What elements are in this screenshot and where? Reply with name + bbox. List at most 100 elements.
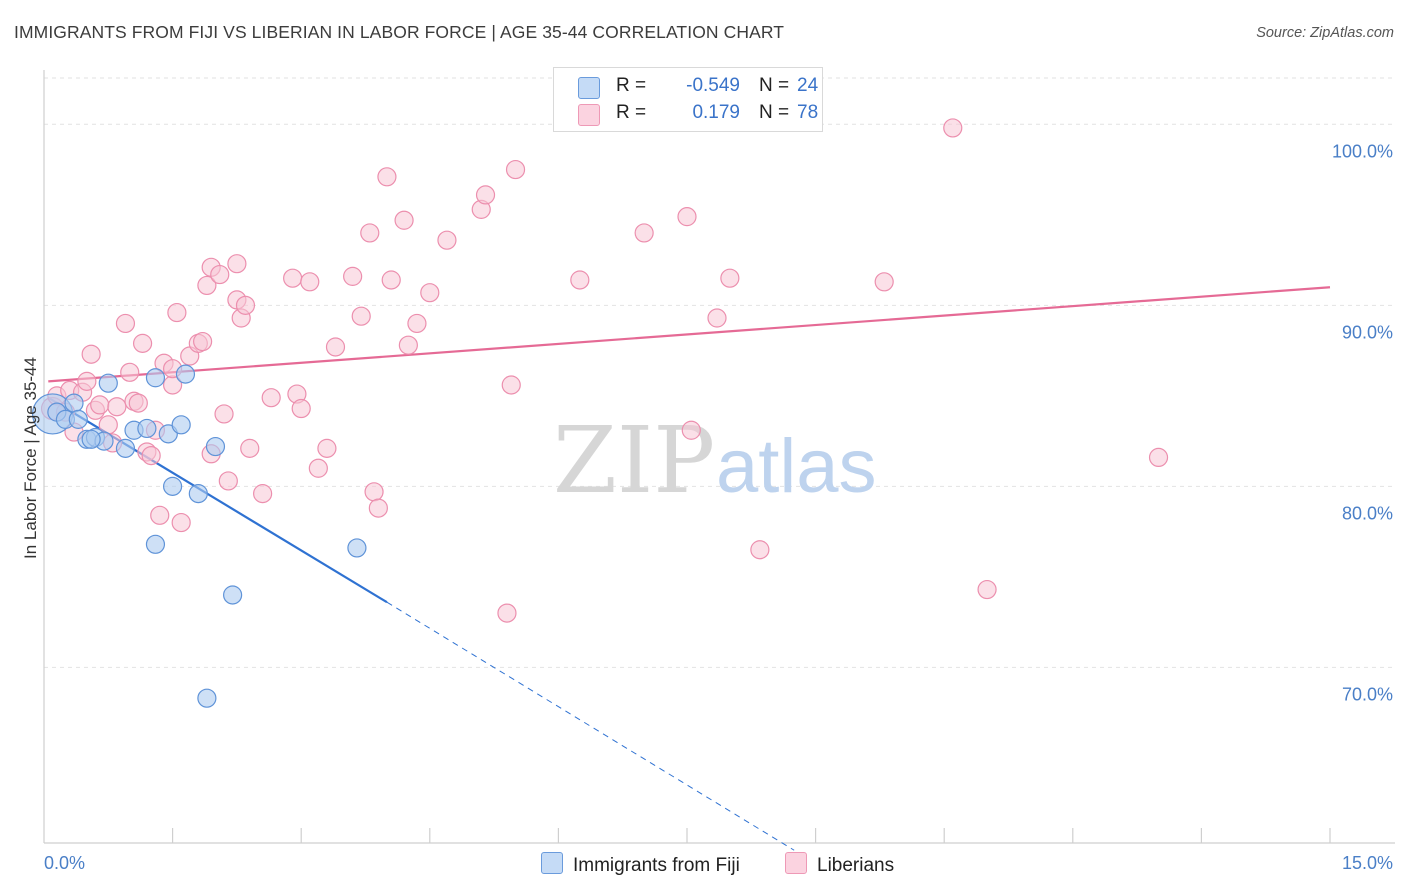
- liberians-point: [261, 388, 281, 408]
- fiji-point: [64, 393, 84, 413]
- fiji-point: [115, 438, 136, 458]
- liberians-point: [634, 223, 654, 243]
- liberians-point: [193, 331, 213, 352]
- fiji-n-value: 24: [797, 75, 819, 96]
- liberians-point: [90, 395, 110, 415]
- liberians-point: [343, 266, 363, 286]
- fiji-point: [188, 484, 208, 504]
- legend-liberians-label: Liberians: [817, 855, 895, 876]
- liberians-point: [317, 438, 337, 458]
- liberians-point: [497, 603, 517, 623]
- liberians-point: [308, 458, 328, 478]
- liberians-point: [720, 268, 740, 288]
- liberians-point: [977, 579, 997, 600]
- liberians-point: [240, 438, 260, 458]
- liberians-point: [351, 306, 371, 326]
- legend-item-fiji: Immigrants from Fiji: [541, 852, 740, 877]
- liberians-point: [475, 185, 496, 205]
- liberians-point: [1148, 447, 1169, 468]
- fiji-point: [163, 476, 183, 496]
- liberians-point: [394, 210, 414, 230]
- fiji-point: [81, 429, 101, 449]
- liberians-point: [377, 167, 397, 187]
- fiji-point: [145, 534, 166, 554]
- axes: [43, 70, 1395, 844]
- liberians-point: [381, 270, 401, 290]
- x-tick-label-right: 15.0%: [1342, 853, 1393, 873]
- fiji-point: [347, 538, 367, 558]
- liberians-point: [235, 295, 256, 315]
- liberians-point: [120, 362, 140, 382]
- liberians-point: [407, 313, 427, 334]
- liberians-point: [750, 540, 770, 560]
- gridlines: [44, 77, 1395, 668]
- y-tick-label: 90.0%: [1342, 322, 1393, 342]
- watermark-atlas: atlas: [716, 424, 877, 509]
- fiji-n-label: N =: [759, 75, 790, 96]
- liberians-point: [364, 482, 384, 502]
- liberians-point: [943, 118, 963, 138]
- liberians-point: [210, 264, 230, 285]
- y-tick-label: 100.0%: [1332, 141, 1393, 161]
- liberians-point: [300, 272, 320, 292]
- chart-title: IMMIGRANTS FROM FIJI VS LIBERIAN IN LABO…: [14, 22, 785, 42]
- liberians-point: [171, 512, 191, 533]
- legend-liberians-swatch: [785, 852, 807, 874]
- liberians-point: [115, 313, 136, 334]
- fiji-point: [137, 418, 157, 439]
- liberians-point: [150, 505, 170, 525]
- liberians-point: [77, 371, 97, 391]
- liberians-trend-line: [48, 286, 1331, 383]
- liberians-n-value: 78: [797, 102, 819, 123]
- x-tick-label-left: 0.0%: [44, 853, 85, 873]
- fiji-point: [98, 373, 118, 393]
- fiji-point: [223, 585, 243, 605]
- liberians-point: [107, 397, 127, 417]
- liberians-point: [501, 375, 521, 395]
- trend-lines: [47, 286, 1331, 851]
- liberians-point: [325, 337, 346, 357]
- fiji-point: [145, 368, 166, 388]
- liberians-point: [874, 272, 894, 292]
- fiji-point: [171, 415, 191, 435]
- fiji-r-value: -0.549: [686, 75, 740, 96]
- fiji-point: [197, 688, 217, 708]
- liberians-point: [420, 283, 440, 303]
- liberians-point: [141, 445, 161, 466]
- liberians-point: [227, 254, 247, 274]
- liberians-point: [437, 230, 457, 250]
- liberians-point: [505, 159, 526, 180]
- liberians-point: [128, 393, 148, 413]
- fiji-point: [68, 409, 88, 429]
- legend-fiji-label: Immigrants from Fiji: [573, 855, 740, 876]
- liberians-point: [707, 308, 727, 328]
- liberians-point: [570, 270, 590, 290]
- fiji-trend-line: [47, 396, 388, 604]
- liberians-point: [283, 268, 303, 288]
- watermark: ZIP atlas: [553, 407, 877, 514]
- liberians-point: [81, 344, 101, 364]
- liberians-point: [681, 420, 701, 440]
- liberians-swatch: [578, 104, 600, 126]
- y-tick-label: 80.0%: [1342, 503, 1393, 523]
- fiji-trend-line-extension: [386, 601, 795, 851]
- liberians-point: [360, 223, 380, 243]
- data-points: [31, 118, 1169, 708]
- liberians-point: [677, 207, 697, 227]
- correlation-legend: R = -0.549 N = 24 R = 0.179 N = 78: [553, 67, 823, 132]
- liberians-point: [214, 404, 234, 424]
- liberians-point: [197, 275, 217, 296]
- liberians-point: [398, 335, 418, 355]
- liberians-point: [167, 302, 187, 323]
- source-label: Source: ZipAtlas.com: [1256, 25, 1394, 41]
- liberians-r-value: 0.179: [692, 102, 740, 123]
- liberians-point: [218, 471, 238, 491]
- fiji-point: [205, 436, 226, 457]
- liberians-n-label: N =: [759, 102, 790, 123]
- y-axis-label: In Labor Force | Age 35-44: [21, 357, 40, 559]
- legend-item-liberians: Liberians: [785, 852, 894, 877]
- y-tick-label: 70.0%: [1342, 684, 1393, 704]
- fiji-swatch: [578, 77, 600, 99]
- legend-fiji-swatch: [541, 852, 563, 874]
- liberians-point: [368, 498, 388, 518]
